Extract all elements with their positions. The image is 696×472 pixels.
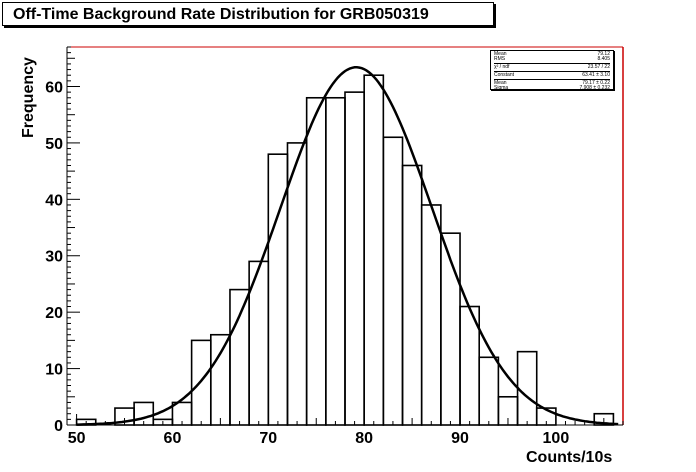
stats-row: Sigma 7.908 ± 0.232 (494, 86, 610, 91)
y-axis-title: Frequency (20, 57, 37, 138)
stats-value: 7.908 ± 0.232 (579, 85, 610, 91)
stats-value: 8.405 (597, 56, 610, 62)
y-tick-label: 40 (45, 192, 63, 209)
stats-row: χ² / ndf 23.57 / 22 (494, 63, 610, 70)
stats-row: RMS 8.405 (494, 57, 610, 62)
stats-label: RMS (494, 56, 506, 62)
stats-row: Mean 79.12 (494, 52, 610, 57)
stats-value: 79.12 (597, 51, 610, 57)
x-tick-label: 50 (68, 430, 86, 447)
y-tick-label: 0 (54, 418, 63, 435)
stats-value: 79.17 ± 0.22 (582, 80, 610, 86)
y-tick-label: 10 (45, 362, 63, 379)
chart-title: Off-Time Background Rate Distribution fo… (2, 2, 494, 26)
stats-box: Mean 79.12 RMS 8.405 χ² / ndf 23.57 / 22 Co… (490, 50, 614, 91)
y-tick-label: 20 (45, 305, 63, 322)
stats-label: Sigma (494, 85, 509, 91)
stats-value: 63.41 ± 3.10 (582, 72, 610, 78)
stats-label: Constant (494, 72, 515, 78)
stats-label: Mean (494, 80, 507, 86)
y-tick-label: 60 (45, 79, 63, 96)
y-tick-label: 50 (45, 136, 63, 153)
x-axis-title: Counts/10s (526, 449, 613, 466)
stats-value: 23.57 / 22 (587, 64, 610, 70)
axes: 50 60 70 80 90 100 0 10 20 30 40 50 60 (45, 46, 624, 447)
x-tick-label: 100 (543, 430, 570, 447)
stats-label: χ² / ndf (494, 64, 510, 70)
x-tick-label: 90 (451, 430, 469, 447)
stats-label: Mean (494, 51, 507, 57)
stats-row: Mean 79.17 ± 0.22 (494, 79, 610, 86)
gaussian-fit-curve (76, 66, 619, 426)
stats-row: Constant 63.41 ± 3.10 (494, 71, 610, 78)
x-tick-label: 60 (164, 430, 182, 447)
x-tick-label: 70 (259, 430, 277, 447)
y-tick-label: 30 (45, 249, 63, 266)
x-tick-label: 80 (355, 430, 373, 447)
